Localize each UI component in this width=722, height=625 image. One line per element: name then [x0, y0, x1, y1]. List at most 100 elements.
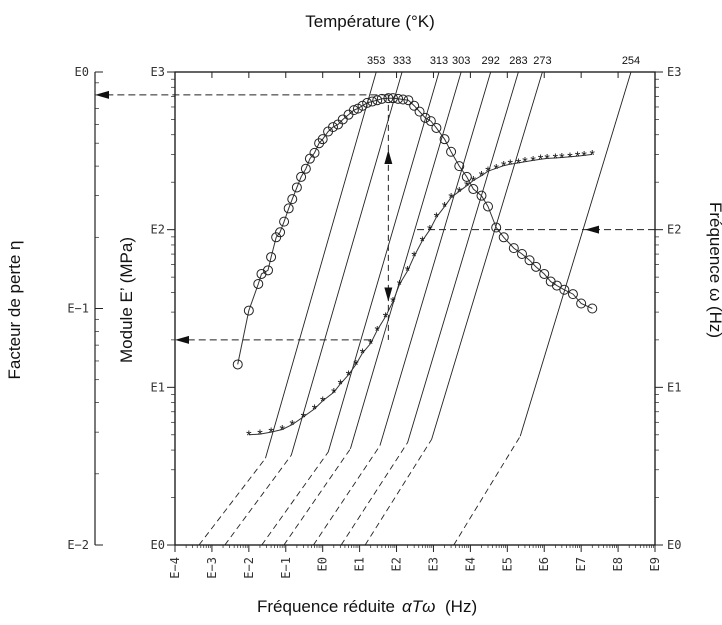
modulus-point: * [257, 426, 263, 442]
modulus-point: * [448, 189, 454, 205]
vertical-guide-up-head [384, 150, 393, 165]
x-tick-label: E9 [648, 557, 662, 571]
loss-factor-point [517, 248, 528, 259]
loss-factor-point [431, 122, 442, 133]
modulus-point: * [581, 147, 587, 163]
modulus-point: * [331, 384, 337, 400]
x-tick-label: E−3 [205, 557, 219, 579]
x-tick-label: E6 [537, 557, 551, 571]
loss-factor-point [567, 289, 578, 300]
x-tick-label: E3 [426, 557, 440, 571]
x-axis-symbol: αTω [402, 597, 435, 616]
modulus-point: * [411, 248, 417, 264]
loss-factor-point [476, 190, 487, 201]
isotherm-dashed [364, 439, 432, 546]
isotherm-dashed [340, 442, 408, 546]
data-points: * * * * * * * ****************** * * * * * * * * * * * * * * *… [232, 93, 598, 443]
loss-factor-point [393, 93, 404, 104]
loss-factor-point [309, 147, 320, 158]
isotherm-dashed [453, 435, 521, 546]
x-tick-label: E0 [316, 557, 330, 571]
loss-factor-point [291, 182, 302, 193]
loss-factor-point [279, 216, 290, 227]
loss-factor-point [425, 116, 436, 127]
modulus-point: * [346, 367, 352, 383]
loss-factor-point [559, 284, 570, 295]
loss-factor-point [296, 171, 307, 182]
x-tick-label: E2 [390, 557, 404, 571]
loss-factor-point [409, 100, 420, 111]
temperature-label: 273 [533, 55, 551, 67]
frequency-tick-label: E3 [667, 65, 681, 79]
modulus-point: * [471, 173, 477, 189]
isotherm-lines: 353 333 313 303 292 283 273 254 [198, 55, 640, 546]
modulus-point: * [567, 149, 573, 165]
x-tick-label: E5 [500, 557, 514, 571]
arrow-to-modulus-axis-head [175, 335, 189, 344]
loss-factor-point [461, 171, 472, 182]
annotation-arrows [95, 90, 655, 344]
isotherm-solid [431, 71, 543, 440]
x-tick-label: E−1 [279, 557, 293, 579]
modulus-curve [248, 153, 593, 436]
loss-factor-point [275, 227, 286, 238]
modulus-point: * [559, 149, 565, 165]
x-tick-label: E−4 [168, 557, 182, 579]
loss-factor-point [232, 359, 243, 370]
loss-factor-point [283, 203, 294, 214]
arrow-to-loss-axis-head [95, 90, 109, 99]
loss-tick-label: E0 [75, 65, 89, 79]
modulus-point: * [246, 427, 252, 443]
loss-factor-point [262, 265, 273, 276]
modulus-point: * [397, 276, 403, 292]
x-tick-label: E4 [463, 557, 477, 571]
modulus-point: * [522, 154, 528, 170]
y-axis-left-label: Module E’ (MPa) [117, 237, 136, 363]
loss-factor-point [439, 134, 450, 145]
modulus-point: * [320, 393, 326, 409]
modulus-point: * [301, 409, 307, 425]
loss-factor-point [348, 105, 359, 116]
temperature-label: 254 [622, 55, 640, 67]
frequency-tick-label: E0 [667, 538, 681, 552]
loss-factor-point [253, 278, 264, 289]
loss-factor-point [420, 112, 431, 123]
loss-factor-point [531, 261, 542, 272]
axis-ticks: E−4 E−3 E−2 E−1 E0 E1 E2 E3 E4 E5 E6 E7 E8 E9 E0 E1 E2 E3… [67, 65, 681, 579]
modulus-point: * [442, 199, 448, 215]
modulus-tick-label: E0 [151, 538, 165, 552]
loss-factor-point [524, 255, 535, 266]
loss-factor-point [446, 146, 457, 157]
loss-factor-point [539, 268, 550, 279]
modulus-point: * [312, 401, 318, 417]
isotherm-solid [407, 71, 519, 443]
modulus-point: * [375, 322, 381, 338]
modulus-point: * [516, 155, 522, 171]
loss-factor-point [367, 96, 378, 107]
modulus-point: * [479, 168, 485, 184]
loss-tick-label: E−2 [67, 538, 89, 552]
isotherm-solid [519, 71, 632, 437]
loss-factor-point [372, 95, 383, 106]
isotherm-solid [265, 71, 377, 459]
isotherm-solid [290, 71, 403, 456]
modulus-point: * [485, 163, 491, 179]
modulus-point: * [338, 376, 344, 392]
isotherm-solid [349, 71, 462, 449]
loss-factor-point [243, 305, 254, 316]
loss-factor-point [287, 194, 298, 205]
loss-factor-curve [237, 97, 593, 365]
modulus-point: * [493, 160, 499, 176]
modulus-point: * [353, 356, 359, 372]
modulus-point: * [457, 183, 463, 199]
loss-factor-point [468, 184, 479, 195]
loss-factor-point [362, 97, 373, 108]
modulus-point: * [501, 158, 507, 174]
loss-factor-point [266, 252, 277, 263]
isotherm-dashed [198, 458, 266, 546]
temperature-label: 353 [367, 55, 385, 67]
isotherm-solid [327, 71, 440, 453]
modulus-point: * [530, 152, 536, 168]
temperature-label: 333 [393, 55, 411, 67]
